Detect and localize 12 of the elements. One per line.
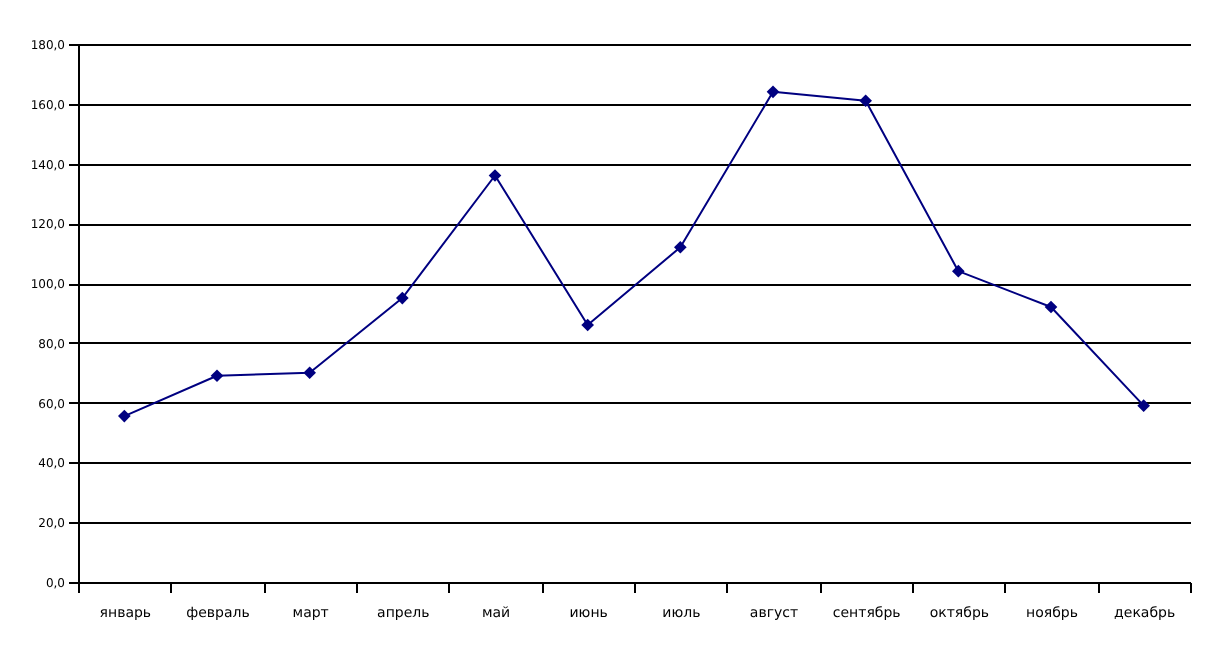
point [674, 240, 687, 254]
point [210, 369, 224, 383]
point [303, 366, 316, 380]
point [488, 169, 502, 182]
point [952, 264, 965, 278]
point [396, 291, 409, 305]
point [581, 318, 594, 332]
point [1044, 300, 1058, 314]
point [118, 409, 131, 423]
point [859, 94, 872, 108]
point [766, 85, 780, 99]
point [1137, 399, 1150, 412]
